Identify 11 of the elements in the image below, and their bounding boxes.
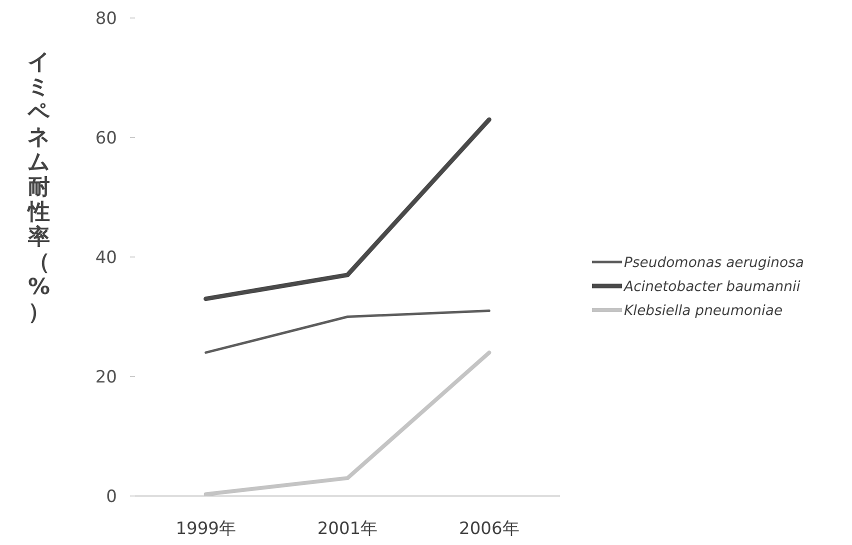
x-tick-label: 2001年 — [317, 519, 378, 539]
y-tick-label: 40 — [95, 248, 117, 268]
y-tick-label: 80 — [95, 9, 117, 29]
y-tick-label: 0 — [106, 487, 117, 507]
x-tick-label: 1999年 — [176, 519, 236, 539]
y-tick-label: 20 — [95, 368, 117, 388]
legend-label: Klebsiella pneumoniae — [624, 303, 783, 319]
text: イミペネム耐性率（%） — [28, 50, 50, 325]
legend-label: Pseudomonas aeruginosa — [624, 255, 804, 271]
x-tick-label: 2006年 — [459, 519, 520, 539]
y-tick-label: 60 — [95, 128, 117, 148]
